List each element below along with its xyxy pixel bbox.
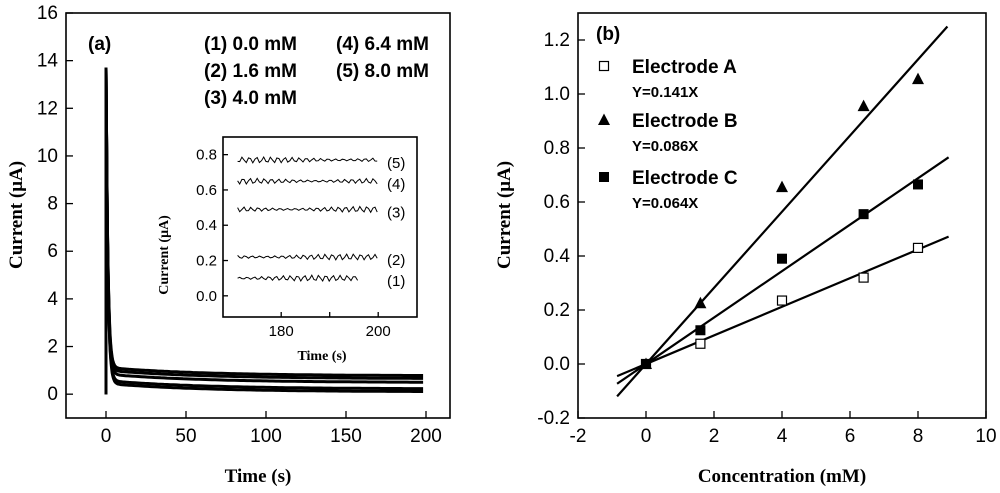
decay-curve-4 (104, 67, 424, 395)
inset-xtick-label: 200 (366, 323, 391, 340)
inset-ytick-label: 0.4 (196, 217, 217, 234)
data-point-electrode-a (776, 295, 788, 306)
panel-a: 0 50 100 150 200 0 2 4 6 8 10 12 14 16 (a) (1) 0.0 mM… (6, 3, 451, 487)
legend-fit-1: Y=0.141X (632, 84, 698, 101)
data-point-electrode-a (695, 338, 706, 349)
panel-a-ytick-label: 10 (37, 146, 58, 167)
panel-b-ytick-label: -0.2 (537, 408, 570, 429)
inset-trace-label: (4) (387, 176, 405, 193)
legend-entry-1: (1) 0.0 mM (204, 34, 297, 55)
panel-b-ytick-label: 0.0 (544, 354, 570, 375)
panel-a-ytick-label: 0 (47, 384, 58, 405)
panel-b-ylabel: Current (μA) (494, 161, 515, 269)
data-point-electrode-c (913, 179, 923, 190)
legend-entry-3: (3) 4.0 mM (204, 88, 297, 109)
panel-a-label: (a) (88, 34, 111, 55)
legend-name-2: Electrode B (632, 111, 738, 132)
data-point-electrode-b (857, 99, 870, 112)
inset-xlabel: Time (s) (297, 349, 346, 364)
legend-marker-1 (598, 60, 610, 72)
inset-ylabel: Current (μA) (157, 215, 172, 295)
panel-b-ytick-label: 0.6 (544, 192, 570, 213)
legend-name-1: Electrode A (632, 57, 737, 78)
legend-entry-2: (2) 1.6 mM (204, 61, 297, 82)
inset-trace-label: (2) (387, 252, 405, 269)
inset-plot: 180 200 0.0 0.2 0.4 0.6 0.8 (1) (2) (3) (4) (5) Ti… (157, 135, 441, 364)
inset-trace-1 (237, 274, 359, 283)
panel-a-xtick-label: 0 (101, 426, 112, 447)
legend-marker-2 (598, 113, 610, 125)
inset-trace-5 (237, 155, 378, 164)
inset-ytick-label: 0.0 (196, 288, 217, 305)
panel-a-ytick-label: 4 (47, 289, 58, 310)
panel-b-xtick-label: 4 (777, 426, 788, 447)
data-point-electrode-a (858, 272, 869, 283)
inset-trace-2 (237, 253, 378, 261)
panel-b-ytick-label: 0.4 (544, 246, 571, 267)
panel-b-label: (b) (596, 24, 620, 45)
panel-b-xtick-label: 8 (913, 426, 924, 447)
decay-curve-2 (104, 67, 424, 395)
legend-marker-3 (599, 172, 609, 182)
data-point-electrode-c (695, 325, 706, 336)
panel-a-ytick-label: 14 (37, 51, 59, 72)
panel-a-ylabel: Current (μA) (6, 161, 27, 269)
panel-b-xlabel: Concentration (mM) (698, 466, 866, 487)
panel-a-xtick-label: 200 (410, 426, 442, 447)
data-point-electrode-b (912, 72, 924, 85)
panel-a-ytick-label: 8 (47, 194, 58, 215)
fit-line-2 (616, 25, 949, 398)
data-point-electrode-a (912, 242, 924, 253)
panel-b-xtick-label: 10 (975, 426, 996, 447)
data-point-electrode-c (858, 209, 869, 220)
decay-curve-1 (104, 67, 424, 395)
panel-a-ytick-label: 16 (37, 3, 58, 24)
legend-fit-3: Y=0.064X (632, 195, 698, 212)
inset-trace-label: (1) (387, 273, 405, 290)
inset-trace-label: (5) (387, 155, 405, 172)
inset-ytick-label: 0.8 (196, 147, 217, 164)
legend-fit-2: Y=0.086X (632, 138, 698, 155)
panel-b-ytick-label: 1.0 (544, 84, 570, 105)
panel-a-xtick-label: 100 (250, 426, 282, 447)
panel-b-xtick-label: 6 (845, 426, 856, 447)
legend-entry-4: (4) 6.4 mM (336, 34, 429, 55)
panel-b-xtick-label: -2 (570, 426, 587, 447)
panel-a-ytick-label: 12 (37, 98, 58, 119)
inset-ytick-label: 0.6 (196, 182, 217, 199)
decay-curve-5 (104, 67, 424, 395)
legend-entry-5: (5) 8.0 mM (336, 61, 429, 82)
panel-a-frame (65, 12, 451, 419)
panel-b-ytick-label: 1.2 (544, 30, 570, 51)
inset-trace-label: (3) (387, 204, 405, 221)
legend-name-3: Electrode C (632, 168, 738, 189)
panel-a-ytick-label: 6 (47, 241, 58, 262)
data-point-electrode-c (777, 253, 787, 264)
panel-b-ytick-label: 0.2 (544, 300, 570, 321)
panel-a-ytick-label: 2 (47, 337, 58, 358)
inset-trace-3 (237, 205, 378, 214)
panel-b-ytick-label: 0.8 (544, 138, 570, 159)
panel-a-xlabel: Time (s) (225, 466, 292, 487)
panel-a-xtick-label: 150 (330, 426, 362, 447)
inset-ytick-label: 0.2 (196, 253, 217, 270)
inset-trace-4 (237, 177, 378, 186)
inset-xtick-label: 180 (269, 323, 294, 340)
panel-b-xtick-label: 2 (709, 426, 720, 447)
data-point-electrode-b (776, 180, 788, 193)
fit-line-1 (616, 235, 950, 378)
data-point-electrode-b (694, 296, 707, 309)
panel-b-xtick-label: 0 (641, 426, 652, 447)
data-point-electrode-c (641, 359, 651, 369)
panel-b: -2 0 2 4 6 8 10 -0.2 0.0 0.2 0.4 0.6 0.8 1.0 1.2 (b) E… (494, 12, 997, 487)
inset-frame (222, 136, 418, 318)
fit-line-3 (616, 156, 950, 385)
panel-a-xtick-label: 50 (175, 426, 196, 447)
decay-curve-3 (104, 67, 424, 395)
